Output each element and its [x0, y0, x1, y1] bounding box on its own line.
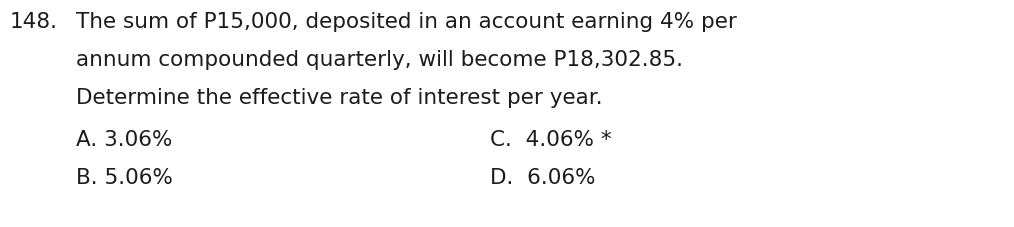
Text: D.  6.06%: D. 6.06%: [490, 167, 595, 187]
Text: annum compounded quarterly, will become P18,302.85.: annum compounded quarterly, will become …: [76, 50, 683, 70]
Text: The sum of P15,000, deposited in an account earning 4% per: The sum of P15,000, deposited in an acco…: [76, 12, 737, 32]
Text: B. 5.06%: B. 5.06%: [76, 167, 172, 187]
Text: Determine the effective rate of interest per year.: Determine the effective rate of interest…: [76, 88, 602, 108]
Text: A. 3.06%: A. 3.06%: [76, 129, 172, 149]
Text: C.  4.06% *: C. 4.06% *: [490, 129, 611, 149]
Text: 148.: 148.: [10, 12, 58, 32]
